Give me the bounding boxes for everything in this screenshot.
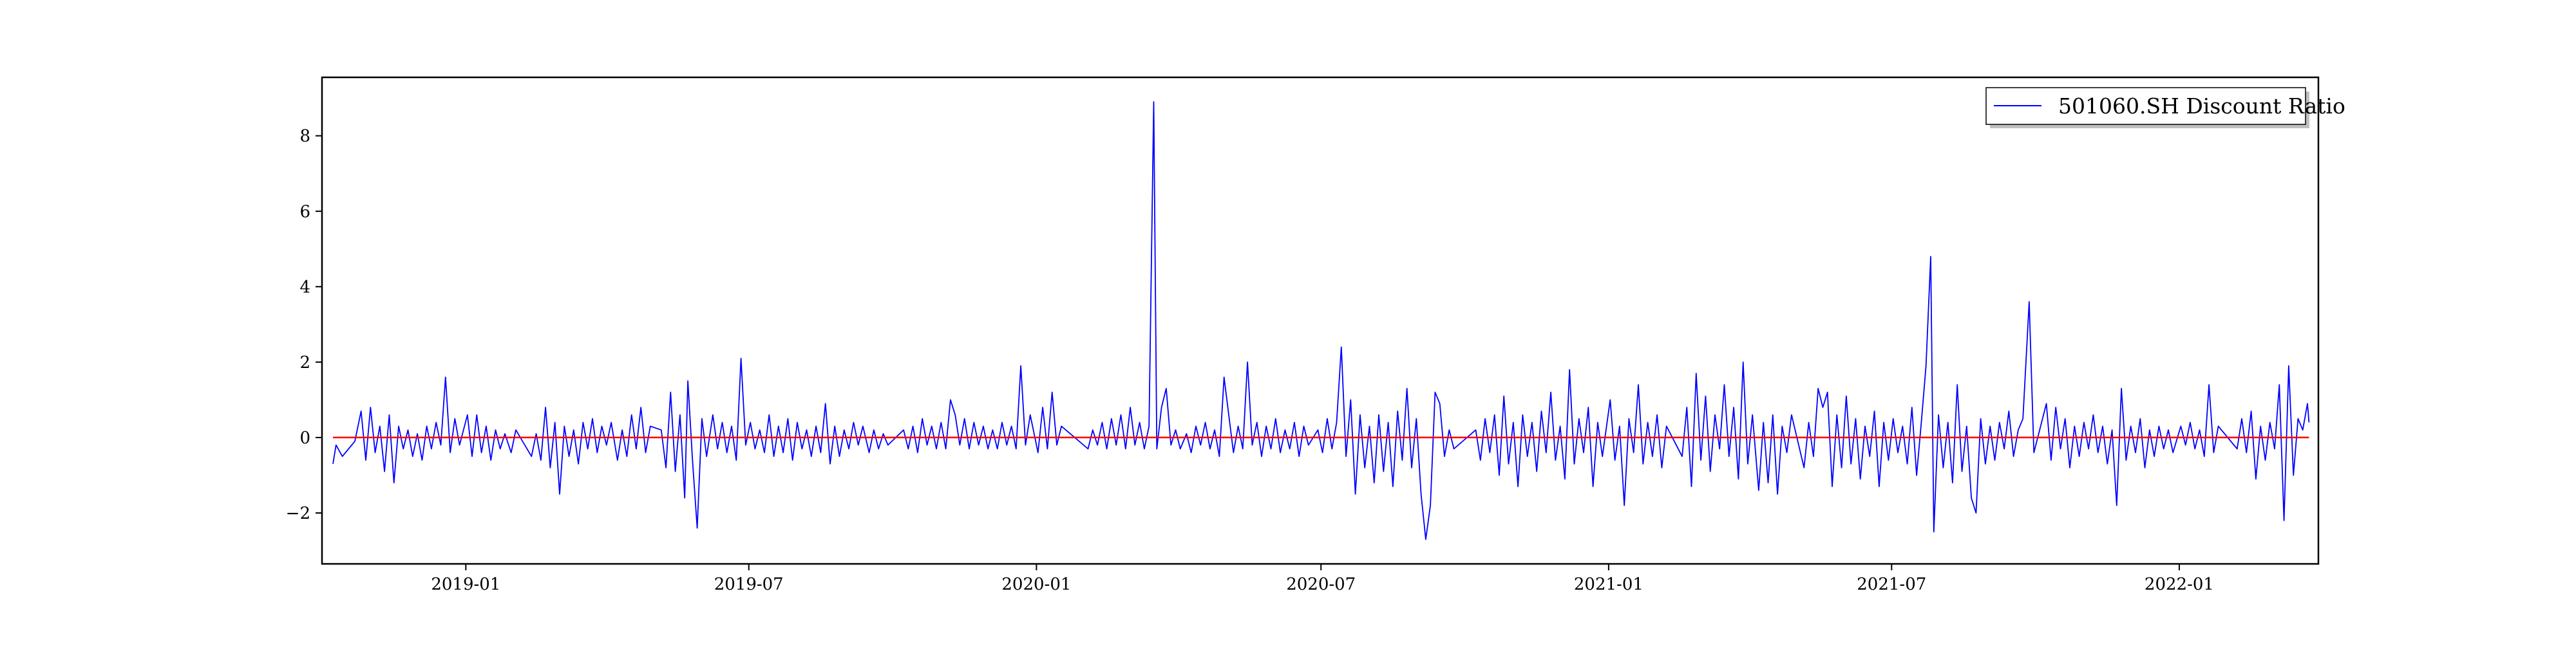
y-tick-label: 2 xyxy=(299,353,310,372)
x-tick-label: 2020-07 xyxy=(1286,575,1356,594)
y-axis: −2 0 2 4 6 8 xyxy=(286,127,322,523)
y-tick-label: 0 xyxy=(299,429,310,448)
x-tick-label: 2021-01 xyxy=(1574,575,1643,594)
legend-label-discount-ratio: 501060.SH Discount Ratio xyxy=(2058,93,2345,119)
legend: 501060.SH Discount Ratio xyxy=(1985,87,2345,128)
y-tick-label: −2 xyxy=(286,504,310,523)
x-tick-label: 2019-01 xyxy=(431,575,500,594)
x-axis: 2019-01 2019-07 2020-01 2020-07 2021-01 2021-… xyxy=(431,564,2214,594)
y-tick-label: 4 xyxy=(299,278,310,297)
plot-area xyxy=(332,101,2310,540)
series-line-discount-ratio xyxy=(332,101,2310,540)
y-tick-label: 6 xyxy=(299,202,310,222)
y-tick-label: 8 xyxy=(299,127,310,146)
x-tick-label: 2020-01 xyxy=(1001,575,1071,594)
x-tick-label: 2021-07 xyxy=(1857,575,1926,594)
x-tick-label: 2019-07 xyxy=(714,575,784,594)
plot-frame xyxy=(321,76,2320,565)
x-tick-label: 2022-01 xyxy=(2145,575,2214,594)
